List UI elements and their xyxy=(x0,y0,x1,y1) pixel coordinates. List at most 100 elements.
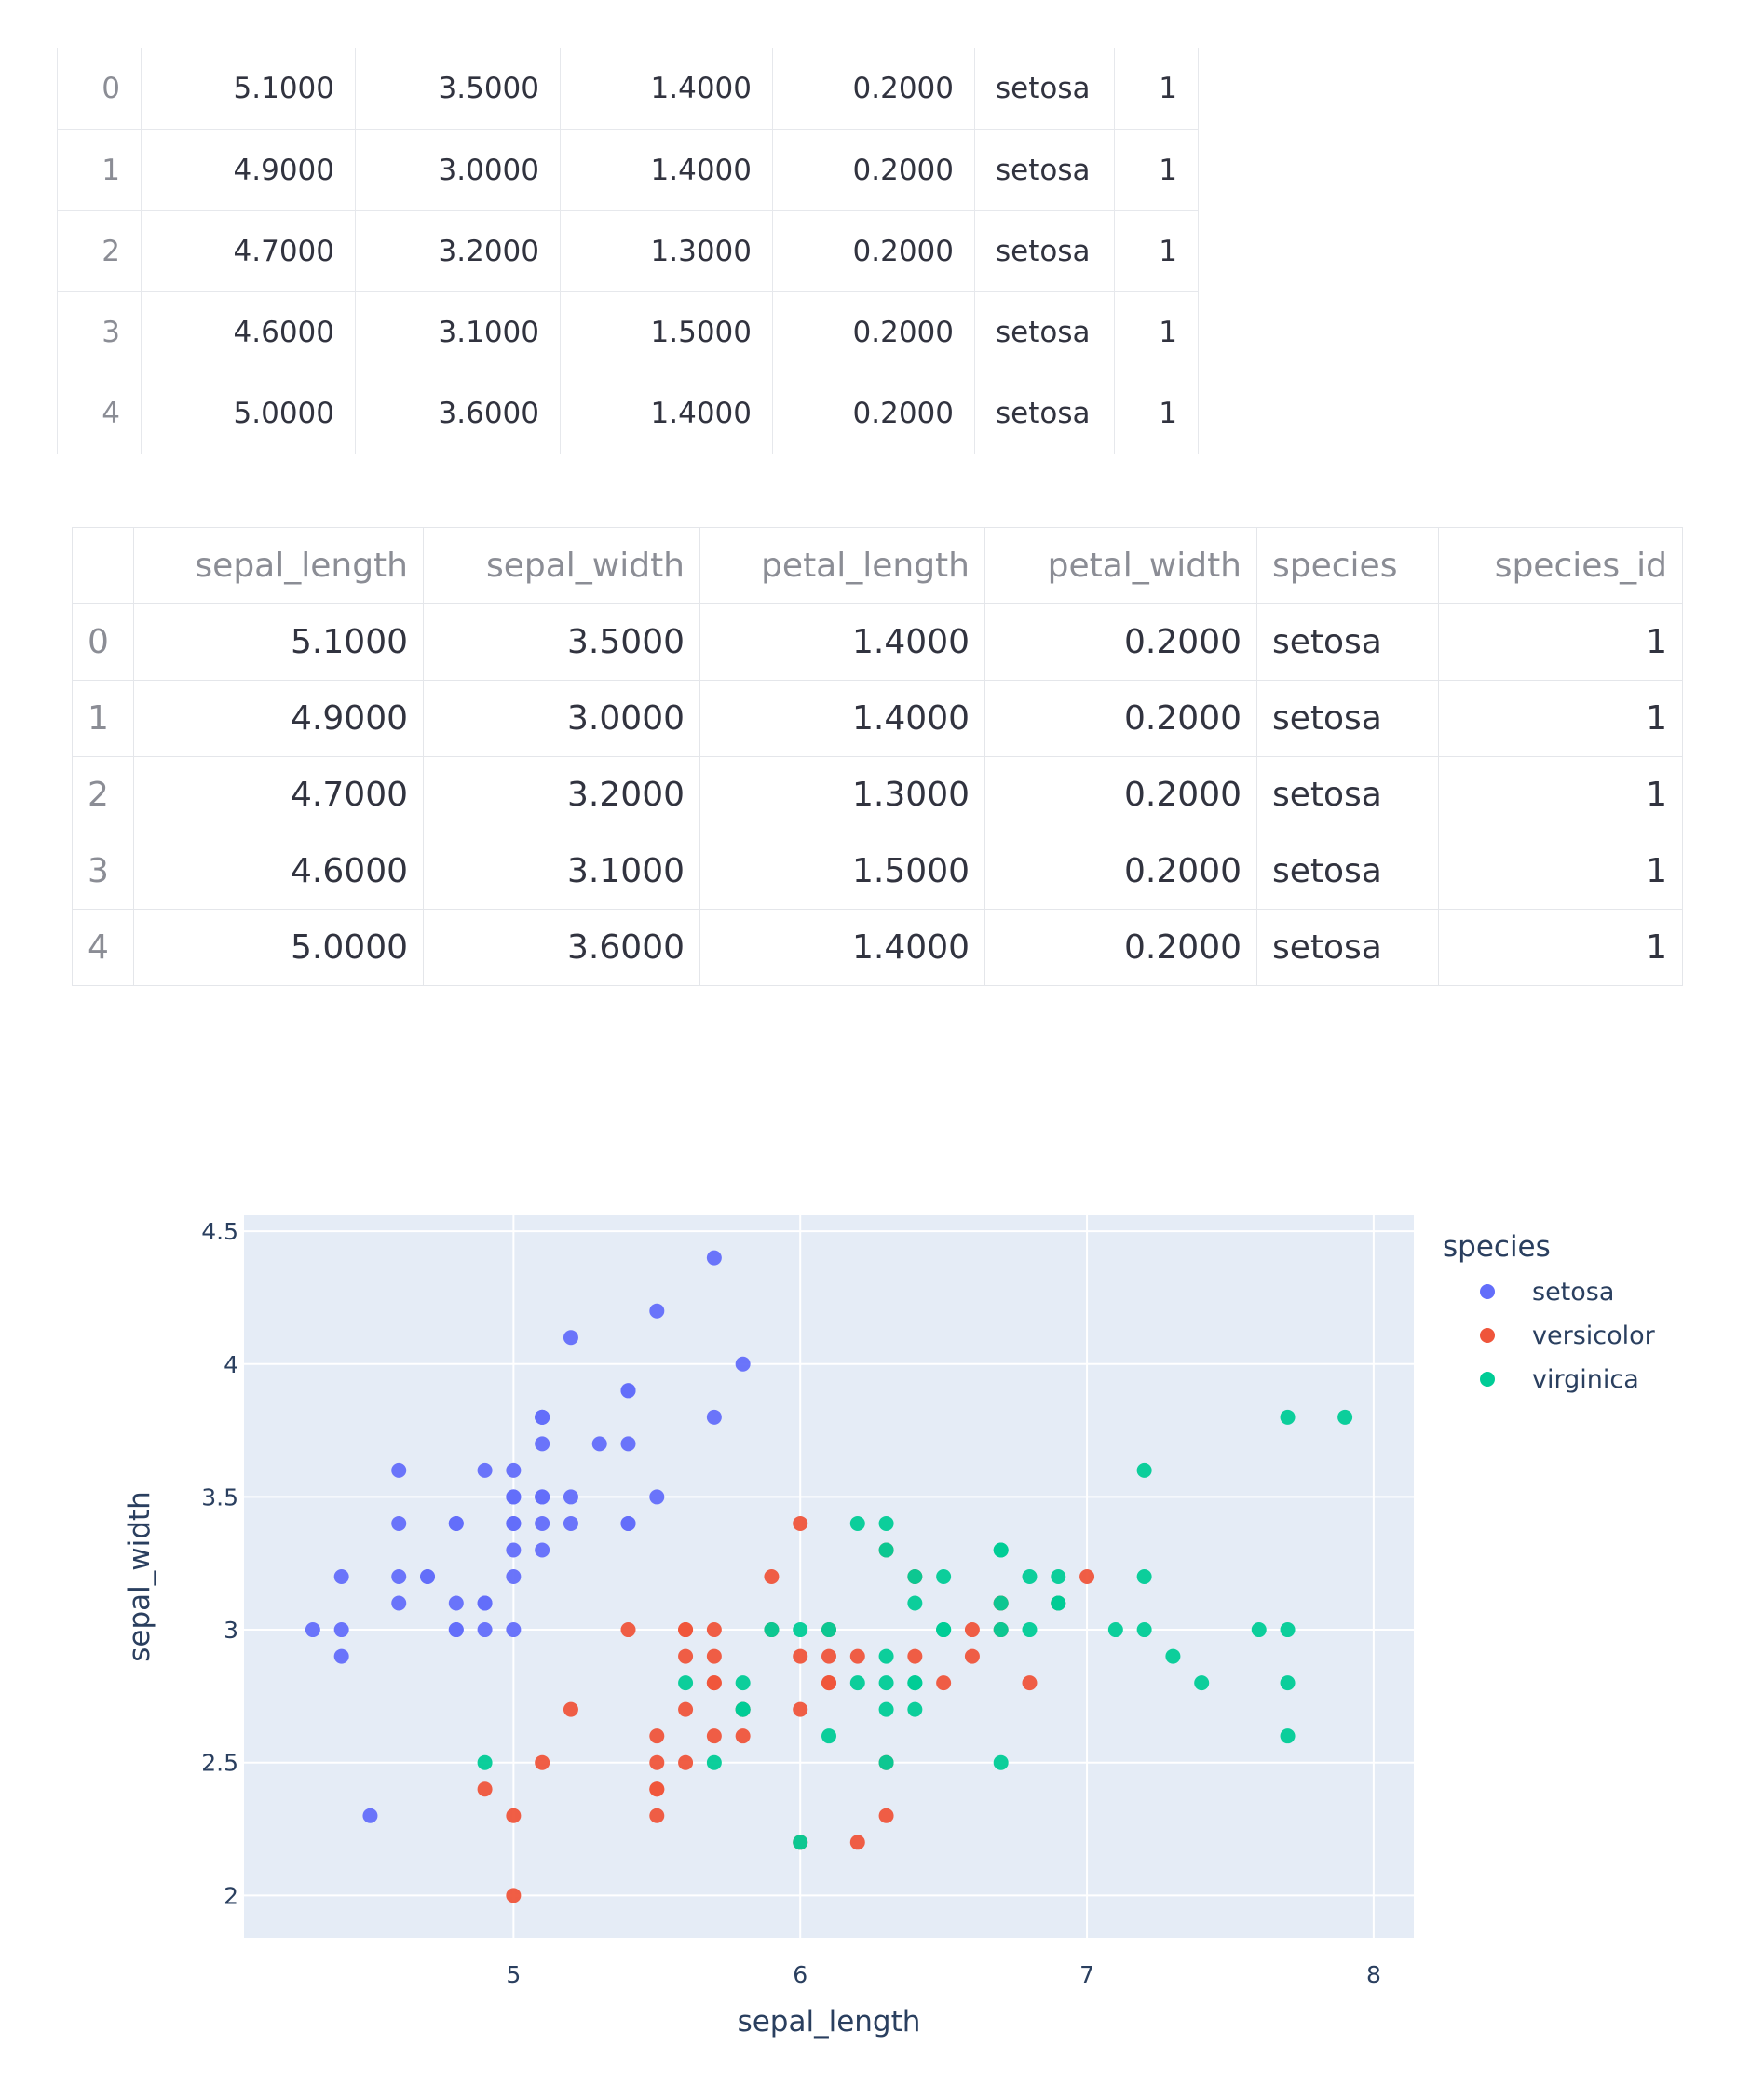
data-point-versicolor[interactable] xyxy=(649,1754,665,1770)
cell-sepal-length[interactable]: 4.9000 xyxy=(141,129,356,211)
data-point-versicolor[interactable] xyxy=(563,1701,578,1717)
cell-species-id[interactable]: 1 xyxy=(1438,833,1683,910)
data-point-virginica[interactable] xyxy=(793,1622,808,1638)
data-point-virginica[interactable] xyxy=(821,1728,836,1744)
cell-sepal-length[interactable]: 5.0000 xyxy=(133,909,424,986)
data-point-virginica[interactable] xyxy=(907,1675,923,1691)
legend-item-versicolor[interactable]: versicolor xyxy=(1480,1321,1656,1350)
table-row[interactable]: 4 5.0000 3.6000 1.4000 0.2000 setosa 1 xyxy=(57,372,1199,454)
data-point-versicolor[interactable] xyxy=(907,1648,923,1664)
cell-petal-width[interactable]: 0.2000 xyxy=(984,833,1257,910)
row-index-cell[interactable]: 3 xyxy=(72,833,134,910)
data-point-virginica[interactable] xyxy=(477,1754,493,1770)
data-point-versicolor[interactable] xyxy=(1022,1675,1038,1691)
cell-species-id[interactable]: 1 xyxy=(1114,48,1199,130)
data-point-versicolor[interactable] xyxy=(678,1648,694,1664)
cell-petal-width[interactable]: 0.2000 xyxy=(772,291,975,373)
cell-species[interactable]: setosa xyxy=(974,210,1115,292)
data-point-virginica[interactable] xyxy=(735,1675,751,1691)
data-point-versicolor[interactable] xyxy=(678,1701,694,1717)
cell-sepal-width[interactable]: 3.2000 xyxy=(423,756,700,833)
data-point-setosa[interactable] xyxy=(535,1489,550,1505)
data-point-setosa[interactable] xyxy=(563,1330,578,1346)
data-point-setosa[interactable] xyxy=(477,1462,493,1478)
data-point-versicolor[interactable] xyxy=(477,1781,493,1797)
column-header-species-id[interactable]: species_id xyxy=(1438,527,1683,604)
data-point-virginica[interactable] xyxy=(878,1542,894,1558)
data-point-virginica[interactable] xyxy=(1051,1595,1066,1611)
data-point-virginica[interactable] xyxy=(907,1569,923,1584)
data-point-setosa[interactable] xyxy=(535,1436,550,1452)
data-point-versicolor[interactable] xyxy=(878,1808,894,1823)
data-point-virginica[interactable] xyxy=(1194,1675,1210,1691)
data-point-virginica[interactable] xyxy=(1251,1622,1267,1638)
data-point-versicolor[interactable] xyxy=(620,1622,636,1638)
data-point-virginica[interactable] xyxy=(764,1622,780,1638)
data-point-setosa[interactable] xyxy=(391,1569,407,1584)
data-point-setosa[interactable] xyxy=(391,1595,407,1611)
data-point-virginica[interactable] xyxy=(793,1835,808,1850)
cell-petal-width[interactable]: 0.2000 xyxy=(984,909,1257,986)
data-point-versicolor[interactable] xyxy=(793,1648,808,1664)
cell-petal-length[interactable]: 1.4000 xyxy=(560,48,773,130)
data-point-virginica[interactable] xyxy=(735,1701,751,1717)
cell-species-id[interactable]: 1 xyxy=(1438,603,1683,681)
cell-sepal-width[interactable]: 3.0000 xyxy=(423,680,700,757)
data-point-virginica[interactable] xyxy=(849,1515,865,1531)
data-point-virginica[interactable] xyxy=(1280,1409,1296,1425)
cell-petal-length[interactable]: 1.4000 xyxy=(699,909,985,986)
data-point-setosa[interactable] xyxy=(649,1489,665,1505)
data-point-setosa[interactable] xyxy=(362,1808,378,1823)
data-point-setosa[interactable] xyxy=(333,1622,349,1638)
cell-species-id[interactable]: 1 xyxy=(1114,291,1199,373)
data-point-versicolor[interactable] xyxy=(678,1622,694,1638)
data-point-setosa[interactable] xyxy=(506,1622,522,1638)
data-point-versicolor[interactable] xyxy=(735,1728,751,1744)
data-point-virginica[interactable] xyxy=(907,1595,923,1611)
data-point-setosa[interactable] xyxy=(391,1515,407,1531)
cell-species[interactable]: setosa xyxy=(1256,833,1439,910)
data-point-setosa[interactable] xyxy=(706,1250,722,1266)
data-point-virginica[interactable] xyxy=(878,1701,894,1717)
table-row[interactable]: 3 4.6000 3.1000 1.5000 0.2000 setosa 1 xyxy=(57,291,1199,373)
data-point-virginica[interactable] xyxy=(907,1701,923,1717)
table-row[interactable]: 2 4.7000 3.2000 1.3000 0.2000 setosa 1 xyxy=(72,756,1683,833)
data-point-virginica[interactable] xyxy=(678,1675,694,1691)
cell-species-id[interactable]: 1 xyxy=(1438,756,1683,833)
data-point-virginica[interactable] xyxy=(878,1648,894,1664)
table-row[interactable]: 0 5.1000 3.5000 1.4000 0.2000 setosa 1 xyxy=(72,603,1683,681)
data-point-versicolor[interactable] xyxy=(706,1622,722,1638)
cell-petal-length[interactable]: 1.4000 xyxy=(699,680,985,757)
cell-species[interactable]: setosa xyxy=(974,129,1115,211)
cell-species[interactable]: setosa xyxy=(1256,680,1439,757)
cell-sepal-length[interactable]: 4.6000 xyxy=(133,833,424,910)
data-point-setosa[interactable] xyxy=(305,1622,320,1638)
data-point-setosa[interactable] xyxy=(535,1542,550,1558)
cell-sepal-width[interactable]: 3.5000 xyxy=(423,603,700,681)
table-row[interactable]: 4 5.0000 3.6000 1.4000 0.2000 setosa 1 xyxy=(72,909,1683,986)
column-header-petal-width[interactable]: petal_width xyxy=(984,527,1257,604)
cell-petal-width[interactable]: 0.2000 xyxy=(984,756,1257,833)
data-point-virginica[interactable] xyxy=(993,1754,1009,1770)
data-point-versicolor[interactable] xyxy=(649,1808,665,1823)
data-point-setosa[interactable] xyxy=(506,1542,522,1558)
cell-species[interactable]: setosa xyxy=(974,48,1115,130)
legend[interactable]: species setosa versicolor virginica xyxy=(1443,1230,1656,1394)
data-point-virginica[interactable] xyxy=(878,1675,894,1691)
cell-petal-length[interactable]: 1.5000 xyxy=(699,833,985,910)
data-point-virginica[interactable] xyxy=(1337,1409,1353,1425)
data-point-setosa[interactable] xyxy=(649,1303,665,1319)
data-point-virginica[interactable] xyxy=(1022,1569,1038,1584)
legend-item-virginica[interactable]: virginica xyxy=(1480,1365,1639,1394)
row-index-cell[interactable]: 2 xyxy=(57,210,142,292)
legend-item-setosa[interactable]: setosa xyxy=(1480,1278,1614,1307)
data-point-virginica[interactable] xyxy=(993,1542,1009,1558)
data-point-setosa[interactable] xyxy=(448,1515,464,1531)
cell-petal-length[interactable]: 1.5000 xyxy=(560,291,773,373)
cell-petal-length[interactable]: 1.3000 xyxy=(699,756,985,833)
cell-sepal-width[interactable]: 3.5000 xyxy=(355,48,561,130)
cell-sepal-width[interactable]: 3.6000 xyxy=(355,372,561,454)
row-index-cell[interactable]: 4 xyxy=(72,909,134,986)
data-point-virginica[interactable] xyxy=(1280,1675,1296,1691)
data-point-versicolor[interactable] xyxy=(793,1701,808,1717)
